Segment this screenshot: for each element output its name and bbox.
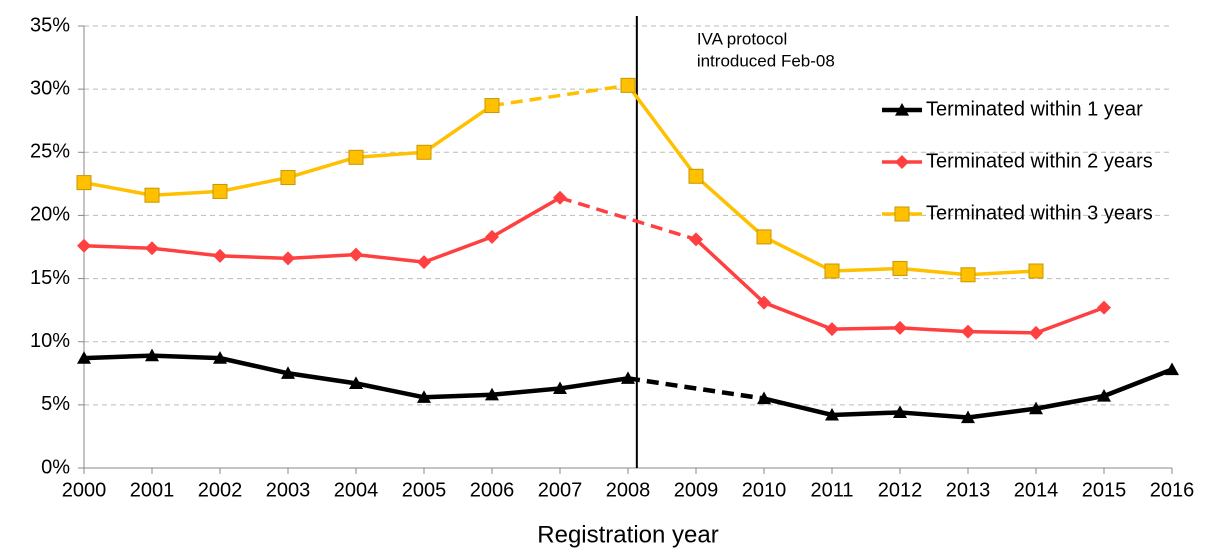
marker [824, 263, 840, 279]
legend-label: Terminated within 2 years [926, 150, 1153, 172]
x-tick-label: 2010 [742, 479, 787, 501]
marker [553, 381, 567, 395]
marker [484, 98, 500, 114]
x-tick-label: 2014 [1014, 479, 1059, 501]
x-tick-label: 2003 [266, 479, 311, 501]
x-tick-label: 2009 [674, 479, 719, 501]
marker [689, 232, 703, 247]
series-line [694, 238, 1105, 335]
marker [77, 238, 91, 253]
y-tick-label: 30% [30, 77, 70, 99]
marker [416, 144, 432, 160]
marker [144, 187, 160, 203]
marker [348, 149, 364, 165]
marker [213, 351, 227, 364]
gap-connector [491, 83, 629, 108]
marker [825, 407, 839, 421]
marker [893, 405, 907, 419]
annotation: introduced Feb-08 [697, 51, 835, 70]
legend-marker [894, 206, 910, 222]
y-tick-label: 25% [30, 141, 70, 163]
x-tick-label: 2004 [334, 479, 379, 501]
series-line [83, 196, 561, 264]
marker [621, 371, 635, 384]
marker [1097, 389, 1111, 402]
marker [553, 190, 567, 205]
marker [756, 229, 772, 245]
marker [757, 391, 771, 405]
marker [76, 175, 92, 191]
marker [212, 183, 228, 199]
annotation: IVA protocol [697, 29, 787, 48]
legend-marker [895, 155, 909, 169]
x-axis-title: Registration year [537, 521, 718, 548]
x-tick-label: 2001 [130, 479, 175, 501]
series-line [763, 367, 1173, 420]
y-tick-label: 35% [30, 14, 70, 36]
marker [280, 170, 296, 186]
marker [892, 260, 908, 276]
x-tick-label: 2002 [198, 479, 243, 501]
x-tick-label: 2013 [946, 479, 991, 501]
marker [1029, 325, 1043, 340]
y-tick-label: 20% [30, 204, 70, 226]
marker [213, 248, 227, 263]
x-tick-label: 2006 [470, 479, 515, 501]
marker [1165, 362, 1179, 376]
marker [145, 348, 159, 362]
marker [825, 322, 839, 337]
marker [960, 267, 976, 283]
marker [281, 366, 295, 379]
x-tick-label: 2005 [402, 479, 447, 501]
marker [961, 410, 975, 424]
marker [1029, 401, 1043, 415]
marker [757, 295, 771, 310]
gap-connector [627, 376, 765, 401]
marker [620, 77, 636, 93]
legend-label: Terminated within 1 year [926, 98, 1143, 120]
legend-label: Terminated within 3 years [926, 202, 1153, 224]
marker [893, 320, 907, 335]
marker [688, 168, 704, 184]
marker [349, 376, 363, 389]
y-tick-label: 10% [30, 330, 70, 352]
marker [349, 247, 363, 262]
legend-marker [895, 103, 909, 116]
marker [145, 241, 159, 256]
marker [1028, 263, 1044, 279]
marker [1097, 300, 1111, 315]
x-tick-label: 2012 [878, 479, 923, 501]
gap-connector [559, 196, 697, 242]
marker [485, 229, 499, 244]
marker [417, 390, 431, 403]
y-tick-label: 5% [41, 393, 70, 415]
marker [417, 255, 431, 270]
y-tick-label: 0% [41, 456, 70, 478]
x-tick-label: 2016 [1150, 479, 1195, 501]
x-tick-label: 2000 [62, 479, 107, 501]
marker [281, 251, 295, 266]
marker [961, 324, 975, 339]
marker [77, 351, 91, 364]
x-tick-label: 2015 [1082, 479, 1127, 501]
marker [485, 387, 499, 401]
x-tick-label: 2007 [538, 479, 583, 501]
x-tick-label: 2011 [810, 479, 853, 501]
x-tick-label: 2008 [606, 479, 651, 501]
y-tick-label: 15% [30, 267, 70, 289]
